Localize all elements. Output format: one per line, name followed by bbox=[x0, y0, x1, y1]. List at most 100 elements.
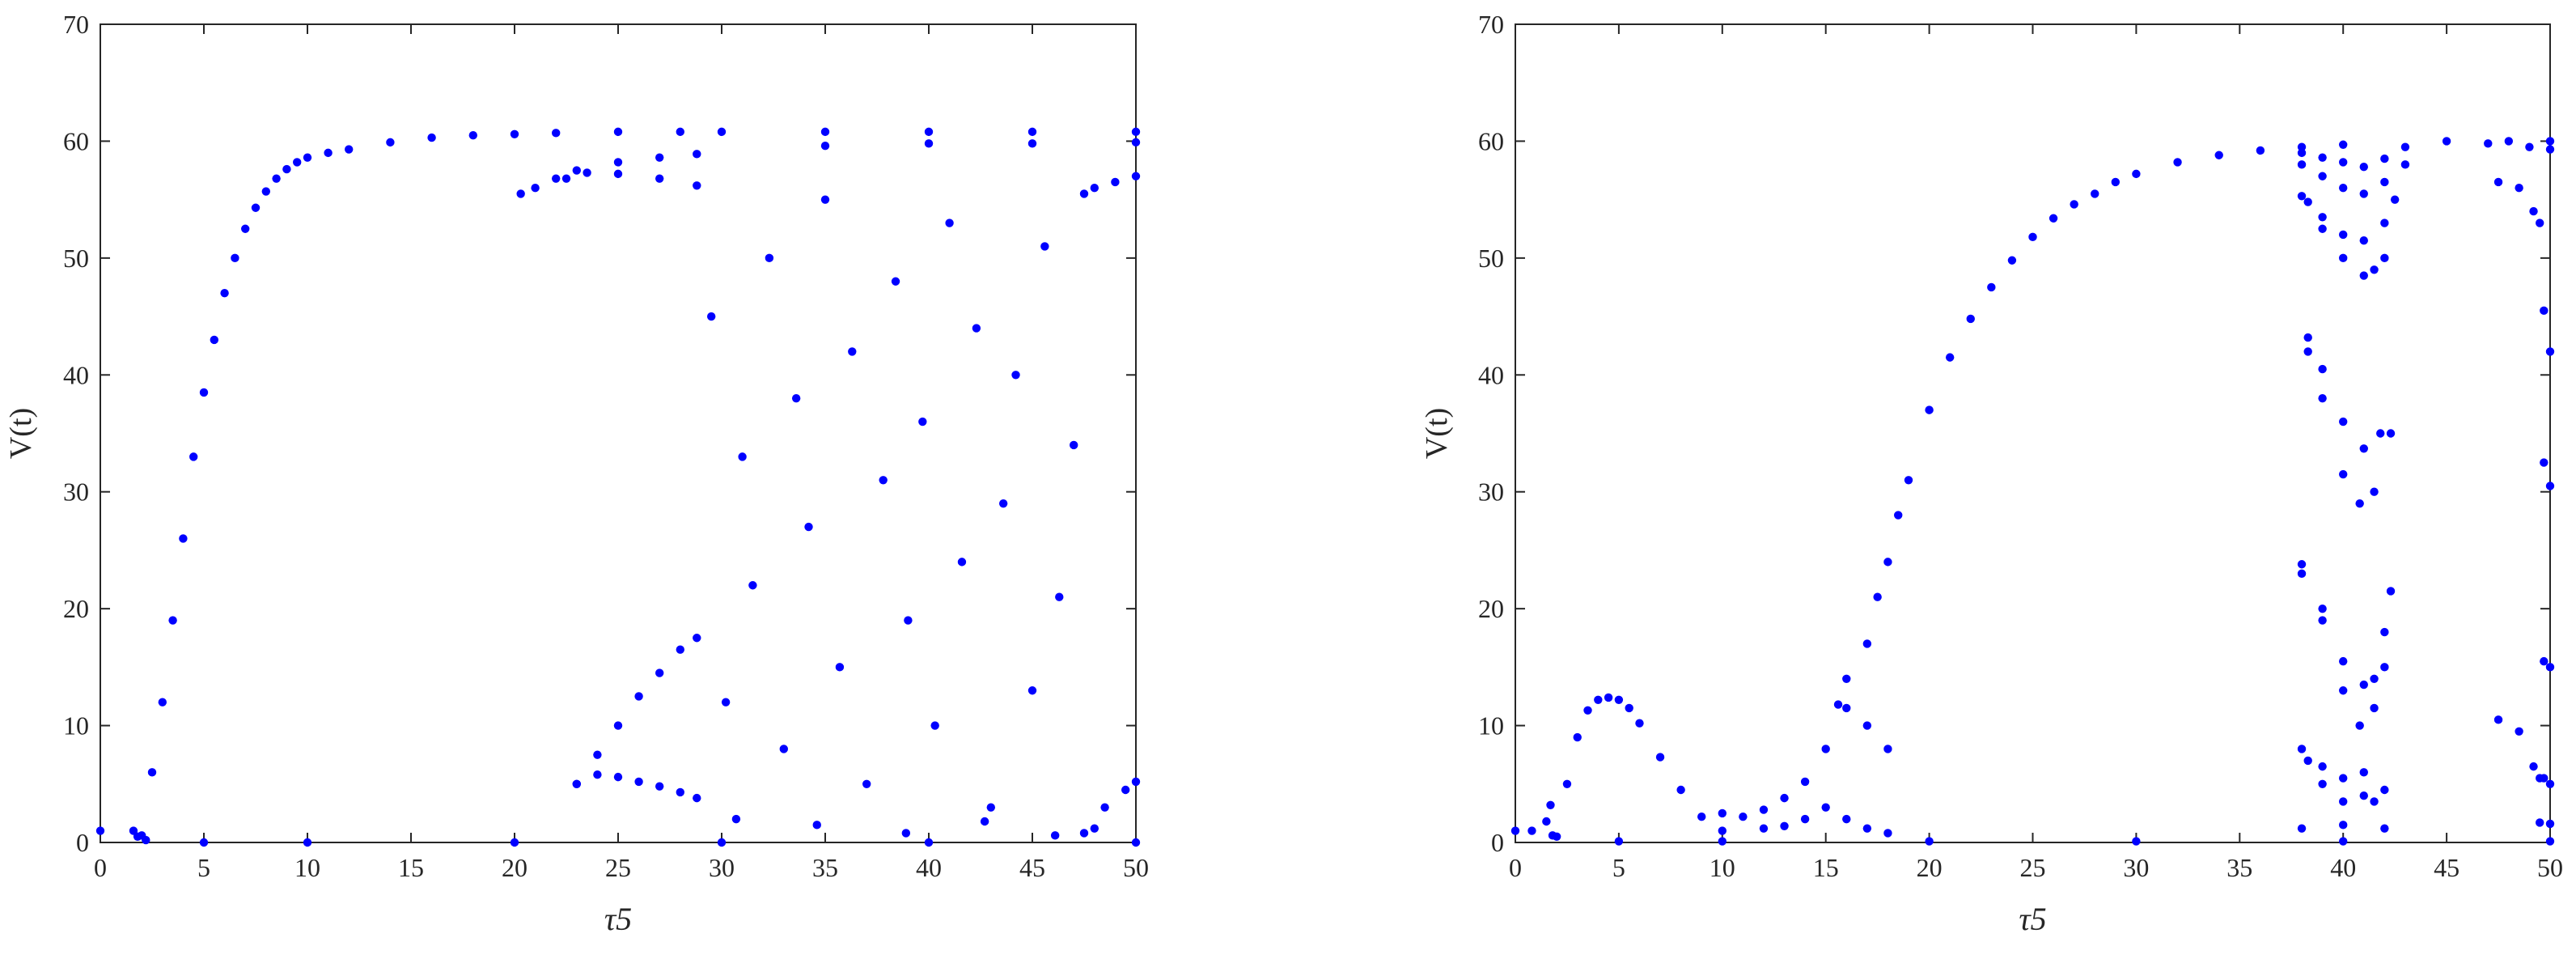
data-point bbox=[676, 127, 684, 137]
data-point bbox=[2545, 663, 2555, 672]
data-point bbox=[945, 219, 954, 227]
data-point bbox=[998, 499, 1008, 508]
x-tick-label: 45 bbox=[2434, 853, 2459, 882]
data-point bbox=[1527, 826, 1536, 835]
data-point bbox=[2297, 824, 2307, 833]
data-point bbox=[2359, 680, 2368, 690]
x-tick-label: 20 bbox=[502, 853, 527, 882]
data-point bbox=[1604, 693, 1613, 702]
data-point bbox=[1079, 189, 1089, 198]
y-tick-label: 60 bbox=[63, 126, 89, 155]
data-point bbox=[676, 787, 684, 797]
data-point bbox=[1546, 800, 1555, 809]
data-point bbox=[2545, 819, 2555, 829]
data-point bbox=[1027, 127, 1037, 137]
data-point bbox=[2359, 768, 2368, 777]
axes-frame bbox=[100, 23, 1137, 843]
data-point bbox=[2297, 745, 2307, 753]
data-point bbox=[2529, 206, 2538, 216]
data-point bbox=[879, 476, 888, 485]
data-point bbox=[1925, 837, 1934, 846]
data-point bbox=[1583, 706, 1592, 715]
data-point bbox=[717, 127, 727, 137]
data-point bbox=[1573, 732, 1582, 742]
data-point bbox=[1842, 703, 1851, 713]
data-point bbox=[468, 131, 477, 140]
data-point bbox=[199, 838, 209, 847]
y-tick-label: 10 bbox=[1478, 711, 1504, 740]
data-point bbox=[2504, 137, 2514, 146]
data-point bbox=[593, 750, 602, 759]
data-point bbox=[2390, 195, 2400, 204]
data-point bbox=[1925, 405, 1934, 414]
data-point bbox=[2318, 153, 2327, 162]
data-point bbox=[2303, 756, 2312, 766]
y-tick-label: 0 bbox=[1491, 828, 1504, 857]
data-point bbox=[2536, 818, 2544, 827]
data-point bbox=[1800, 814, 1810, 824]
x-tick-label: 25 bbox=[605, 853, 631, 882]
data-point bbox=[1718, 837, 1727, 846]
data-point bbox=[2339, 656, 2348, 666]
data-point bbox=[2318, 172, 2327, 180]
data-point bbox=[779, 745, 788, 753]
data-point bbox=[2545, 137, 2555, 146]
data-point bbox=[891, 277, 900, 286]
data-point bbox=[427, 133, 436, 142]
data-point bbox=[2297, 192, 2307, 201]
x-tick-label: 35 bbox=[2226, 853, 2252, 882]
data-point bbox=[924, 127, 934, 137]
data-point bbox=[2318, 224, 2327, 233]
x-tick-label: 20 bbox=[1917, 853, 1943, 882]
data-point bbox=[655, 174, 664, 183]
y-tick-label: 10 bbox=[63, 711, 89, 740]
x-tick-label: 35 bbox=[812, 853, 838, 882]
data-point bbox=[2318, 616, 2327, 625]
data-point bbox=[1055, 592, 1064, 601]
data-point bbox=[2028, 232, 2037, 242]
data-point bbox=[1131, 777, 1141, 787]
y-tick-label: 70 bbox=[63, 10, 89, 39]
data-point bbox=[1883, 558, 1892, 566]
data-point bbox=[2318, 213, 2327, 222]
data-point bbox=[2545, 145, 2555, 154]
data-point bbox=[2132, 837, 2141, 846]
data-point bbox=[2339, 158, 2348, 167]
y-tick-label: 20 bbox=[63, 594, 89, 623]
data-point bbox=[1111, 177, 1120, 187]
data-point bbox=[2370, 265, 2379, 274]
data-point bbox=[693, 793, 701, 803]
data-point bbox=[1635, 719, 1644, 728]
data-point bbox=[1833, 700, 1843, 709]
data-point bbox=[2493, 715, 2503, 724]
data-point bbox=[2256, 146, 2265, 155]
data-point bbox=[1121, 785, 1130, 795]
y-tick-label: 60 bbox=[1478, 126, 1504, 155]
data-point bbox=[2339, 417, 2348, 426]
x-tick-label: 50 bbox=[1123, 853, 1149, 882]
data-point bbox=[924, 139, 934, 148]
y-tick-label: 50 bbox=[63, 244, 89, 273]
data-point bbox=[2380, 627, 2389, 637]
data-point bbox=[138, 831, 146, 840]
data-point bbox=[748, 581, 757, 590]
data-point bbox=[1131, 127, 1141, 137]
data-point bbox=[251, 203, 261, 212]
data-point bbox=[199, 388, 209, 397]
data-point bbox=[1862, 721, 1872, 730]
data-point bbox=[2536, 219, 2544, 227]
data-point bbox=[241, 224, 250, 233]
data-point bbox=[1966, 314, 1975, 324]
data-point bbox=[791, 393, 801, 403]
data-point bbox=[2380, 253, 2389, 263]
right-scatter-plot: 0 5 10 15 20 25 30 35 40 45 50 0 10 20 30 40 50 60 70 τ5 V(t… bbox=[1420, 10, 2563, 937]
data-point bbox=[1655, 753, 1665, 762]
data-point bbox=[862, 779, 871, 788]
data-point bbox=[2380, 219, 2389, 227]
data-point bbox=[1821, 803, 1830, 812]
data-point bbox=[901, 829, 911, 838]
data-point bbox=[1718, 826, 1727, 835]
data-point bbox=[1904, 476, 1913, 485]
data-point bbox=[2091, 189, 2099, 198]
data-point bbox=[1510, 826, 1520, 835]
